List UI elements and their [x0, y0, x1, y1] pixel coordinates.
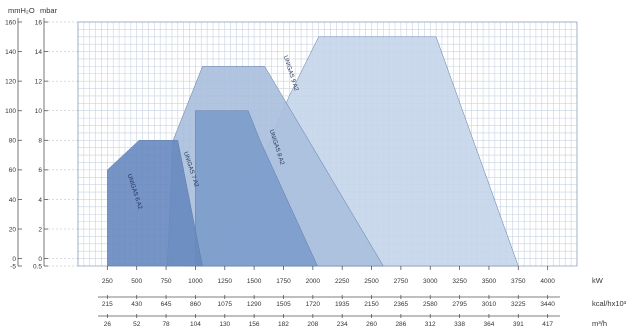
- x-tick-label: 1505: [276, 301, 291, 308]
- x-tick-label: 3750: [511, 278, 526, 285]
- y-tick-label-mm: 60: [9, 167, 17, 174]
- x-tick-label: 182: [278, 321, 289, 328]
- x-tick-label: 1000: [188, 278, 203, 285]
- x-tick-label: 3440: [540, 301, 555, 308]
- y-tick-label-mbar: 16: [35, 19, 43, 26]
- y-tick-label-mbar: 2: [38, 226, 42, 233]
- x-tick-label: 1750: [276, 278, 291, 285]
- x-tick-label: 208: [307, 321, 318, 328]
- x-tick-label: 417: [542, 321, 553, 328]
- x-tick-label: 1500: [247, 278, 262, 285]
- x-tick-label: 26: [104, 321, 112, 328]
- y-tick-label-mbar: 0.5: [33, 263, 42, 270]
- x-tick-label: 860: [190, 301, 201, 308]
- x-tick-label: 4000: [540, 278, 555, 285]
- x-tick-label: 1075: [218, 301, 233, 308]
- x-tick-label: 3500: [482, 278, 497, 285]
- x-tick-label: 3225: [511, 301, 526, 308]
- y-tick-label-mm: 120: [5, 78, 16, 85]
- x-tick-label: 3000: [423, 278, 438, 285]
- x-tick-label: 2365: [394, 301, 409, 308]
- x-tick-label: 234: [337, 321, 348, 328]
- y-tick-label-mm: 20: [9, 226, 17, 233]
- x-tick-label: 156: [249, 321, 260, 328]
- y-axis-label-mbar: mbar: [40, 6, 58, 15]
- x-tick-label: 78: [162, 321, 170, 328]
- y-tick-label-mm: 100: [5, 108, 16, 115]
- x-tick-label: 2580: [423, 301, 438, 308]
- x-tick-label: 52: [133, 321, 141, 328]
- x-tick-label: 364: [484, 321, 495, 328]
- x-tick-label: 104: [190, 321, 201, 328]
- y-tick-label-mbar: 6: [38, 167, 42, 174]
- x-tick-label: 3250: [452, 278, 467, 285]
- y-axis-label-mm: mmH₂O: [8, 6, 35, 15]
- x-tick-label: 286: [395, 321, 406, 328]
- x-tick-label: 338: [454, 321, 465, 328]
- y-tick-label-mbar: 10: [35, 108, 43, 115]
- range-area: [107, 140, 203, 267]
- y-tick-label-mbar: 4: [38, 197, 42, 204]
- y-tick-label-mbar: 0: [38, 256, 42, 263]
- x-tick-label: 312: [425, 321, 436, 328]
- y-tick-label-mm: 140: [5, 49, 16, 56]
- x-tick-label: 645: [161, 301, 172, 308]
- x-axis-unit: kcal/hx10³: [592, 299, 627, 308]
- y-tick-label-mbar: 12: [35, 78, 43, 85]
- x-tick-label: 1935: [335, 301, 350, 308]
- x-tick-label: 260: [366, 321, 377, 328]
- x-tick-label: 500: [131, 278, 142, 285]
- y-tick-label-mm: 160: [5, 19, 16, 26]
- x-tick-label: 250: [102, 278, 113, 285]
- x-tick-label: 1290: [247, 301, 262, 308]
- x-tick-label: 3010: [482, 301, 497, 308]
- x-tick-label: 215: [102, 301, 113, 308]
- x-tick-label: 2000: [306, 278, 321, 285]
- y-tick-label-mbar: 14: [35, 49, 43, 56]
- x-tick-label: 1720: [306, 301, 321, 308]
- x-axis-unit: m³/h: [592, 319, 607, 328]
- y-tick-label-mm: 40: [9, 197, 17, 204]
- y-tick-label-mm: -5: [10, 263, 16, 270]
- y-tick-label-mm: 80: [9, 138, 17, 145]
- burner-ranges: [107, 36, 519, 267]
- y-tick-label-mm: 0: [12, 256, 16, 263]
- x-tick-label: 750: [161, 278, 172, 285]
- x-tick-label: 130: [219, 321, 230, 328]
- x-tick-label: 430: [131, 301, 142, 308]
- x-tick-label: 391: [513, 321, 524, 328]
- y-tick-label-mbar: 8: [38, 138, 42, 145]
- x-tick-label: 2150: [364, 301, 379, 308]
- x-tick-label: 2500: [364, 278, 379, 285]
- x-tick-label: 2750: [394, 278, 409, 285]
- range-area: [195, 110, 318, 267]
- x-tick-label: 2250: [335, 278, 350, 285]
- x-tick-label: 1250: [218, 278, 233, 285]
- x-tick-label: 2795: [452, 301, 467, 308]
- x-axis-unit: kW: [592, 276, 604, 285]
